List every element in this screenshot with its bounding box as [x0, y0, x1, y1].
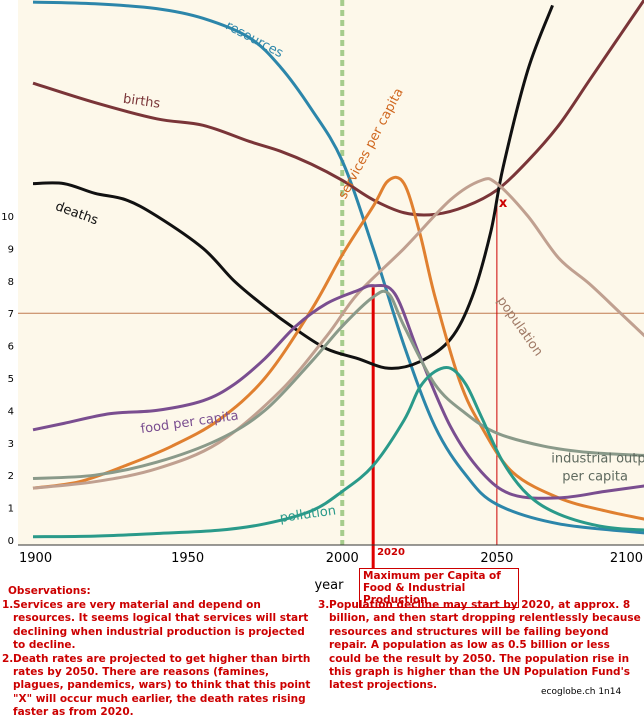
- observation-item: 2. Death rates are projected to get highe…: [2, 653, 314, 720]
- series-line-food-per-capita: [32, 283, 644, 500]
- y-tick-label: 0: [8, 536, 14, 547]
- observations-right: 3. Population decline may start by 2020, …: [318, 599, 644, 693]
- y-tick-label: 10: [1, 212, 14, 223]
- observation-number: 2.: [2, 652, 14, 665]
- observation-number: 1.: [2, 599, 14, 611]
- series-line-pollution: [32, 365, 644, 539]
- world-model-chart: 0 1 2 3 4 5 6 7 8 9 10 1900 1950 2000 2050 2100 year 2020…: [1, 0, 644, 593]
- max-box-line-1: Maximum per Capita of: [363, 570, 501, 582]
- series-label-births: births: [122, 92, 161, 112]
- y-tick-label: 5: [8, 374, 14, 385]
- series-label-per-capita: per capita: [562, 470, 628, 485]
- observations-left: 1. Services are very material and depend …: [2, 599, 314, 720]
- observations-title: Observations:: [8, 585, 91, 597]
- x-axis-title: year: [314, 578, 344, 593]
- x-tick-label: 2050: [480, 551, 513, 566]
- death-birth-crossing-marker: x: [499, 196, 508, 211]
- y-tick-label: 4: [8, 406, 14, 417]
- y-tick-label: 3: [8, 439, 14, 450]
- max-per-capita-box: Maximum per Capita of Food & Industrial …: [359, 568, 519, 608]
- series-line-population: [32, 177, 644, 490]
- series-line-industrial-output-per-capita: [32, 289, 644, 480]
- x-tick-label: 2000: [326, 551, 359, 566]
- x-tick-label: 1950: [171, 551, 204, 566]
- max-box-line-2: Food & Industrial Production: [363, 582, 466, 606]
- observation-text: Death rates are projected to get higher …: [13, 652, 311, 719]
- observation-text: Services are very material and depend on…: [13, 599, 309, 652]
- credit-text: ecoglobe.ch 1n14: [541, 687, 622, 697]
- y-tick-label: 7: [8, 309, 14, 320]
- y-tick-label: 1: [8, 504, 14, 515]
- y-tick-label: 2: [8, 471, 14, 482]
- observation-text: Population decline may start by 2020, at…: [329, 599, 641, 692]
- x-tick-label: 1900: [19, 551, 52, 566]
- series-label-industrial-output: industrial output: [551, 452, 644, 467]
- y-tick-label: 6: [8, 342, 14, 353]
- year-2020-label: 2020: [377, 547, 405, 558]
- series-line-resources: [32, 0, 644, 535]
- observation-item: 1. Services are very material and depend …: [2, 599, 314, 653]
- y-tick-label: 9: [8, 244, 14, 255]
- series-line-deaths: [32, 4, 554, 370]
- x-tick-label: 2100: [610, 551, 643, 566]
- y-tick-label: 8: [8, 277, 14, 288]
- observation-number: 3.: [318, 599, 330, 611]
- series-line-births: [32, 0, 644, 217]
- observation-item: 3. Population decline may start by 2020, …: [318, 599, 644, 693]
- series-line-services-per-capita: [32, 175, 644, 521]
